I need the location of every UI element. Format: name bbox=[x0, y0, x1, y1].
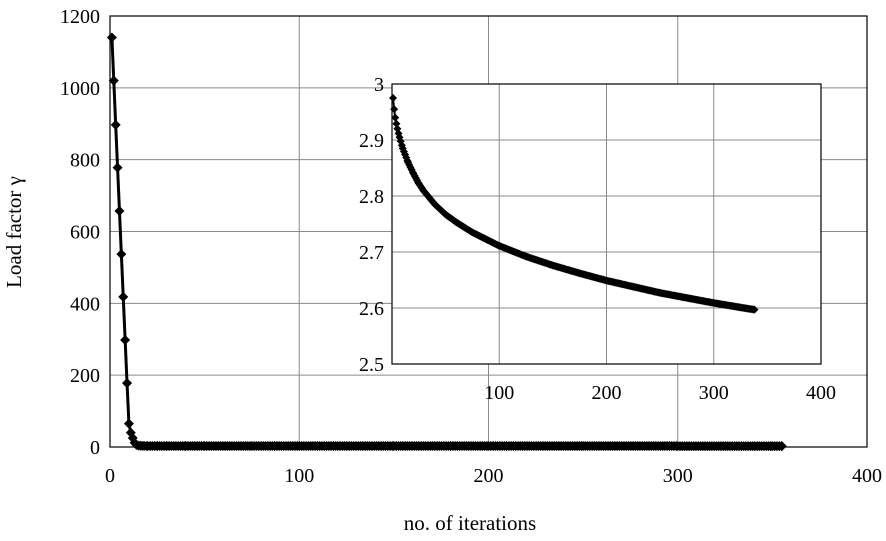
main-x-tick-label: 0 bbox=[105, 465, 115, 487]
inset-y-tick-label: 3 bbox=[374, 74, 384, 96]
inset-y-tick-label: 2.6 bbox=[359, 298, 384, 320]
inset-data-point bbox=[392, 119, 401, 128]
inset-y-tick-label: 2.7 bbox=[359, 242, 384, 264]
main-data-point bbox=[112, 162, 123, 173]
inset-x-tick-label: 100 bbox=[484, 382, 514, 404]
main-y-tick-label: 400 bbox=[70, 293, 100, 315]
main-data-point bbox=[116, 249, 127, 260]
inset-x-tick-label: 200 bbox=[592, 382, 622, 404]
inset-series-markers bbox=[389, 94, 759, 314]
main-y-tick-label: 200 bbox=[70, 365, 100, 387]
main-y-tick-label: 1200 bbox=[60, 6, 100, 28]
main-data-point bbox=[106, 32, 117, 43]
main-data-point bbox=[110, 119, 121, 130]
main-y-tick-label: 800 bbox=[70, 150, 100, 172]
main-x-tick-label: 400 bbox=[852, 465, 882, 487]
main-x-tick-label: 300 bbox=[663, 465, 693, 487]
inset-y-tick-label: 2.5 bbox=[359, 354, 384, 376]
main-data-point bbox=[776, 441, 787, 452]
main-data-point bbox=[120, 334, 131, 345]
main-data-point bbox=[122, 378, 133, 389]
inset-y-tick-label: 2.9 bbox=[359, 130, 384, 152]
inset-y-tick-label: 2.8 bbox=[359, 186, 384, 208]
main-x-tick-label: 100 bbox=[284, 465, 314, 487]
main-y-tick-label: 600 bbox=[70, 222, 100, 244]
main-data-point bbox=[123, 418, 134, 429]
inset-data-point bbox=[390, 105, 399, 114]
inset-x-tick-label: 400 bbox=[806, 382, 836, 404]
inset-data-point bbox=[750, 305, 759, 314]
main-series-markers bbox=[106, 32, 787, 452]
main-data-point bbox=[118, 291, 129, 302]
main-data-point bbox=[108, 75, 119, 86]
inset-plot-frame bbox=[391, 83, 822, 365]
main-data-point bbox=[114, 206, 125, 217]
x-axis-title: no. of iterations bbox=[404, 511, 536, 535]
main-y-tick-label: 1000 bbox=[60, 78, 100, 100]
main-y-tick-label: 0 bbox=[90, 437, 100, 459]
y-axis-title: Load factor γ bbox=[2, 176, 26, 288]
inset-data-point bbox=[389, 94, 398, 102]
main-x-tick-label: 200 bbox=[474, 465, 504, 487]
inset-chart: 100 200 300 400 2.5 2.6 2.7 2.8 2.9 3 bbox=[359, 74, 836, 404]
inset-x-tick-label: 300 bbox=[699, 382, 729, 404]
inset-data-point bbox=[391, 113, 400, 122]
